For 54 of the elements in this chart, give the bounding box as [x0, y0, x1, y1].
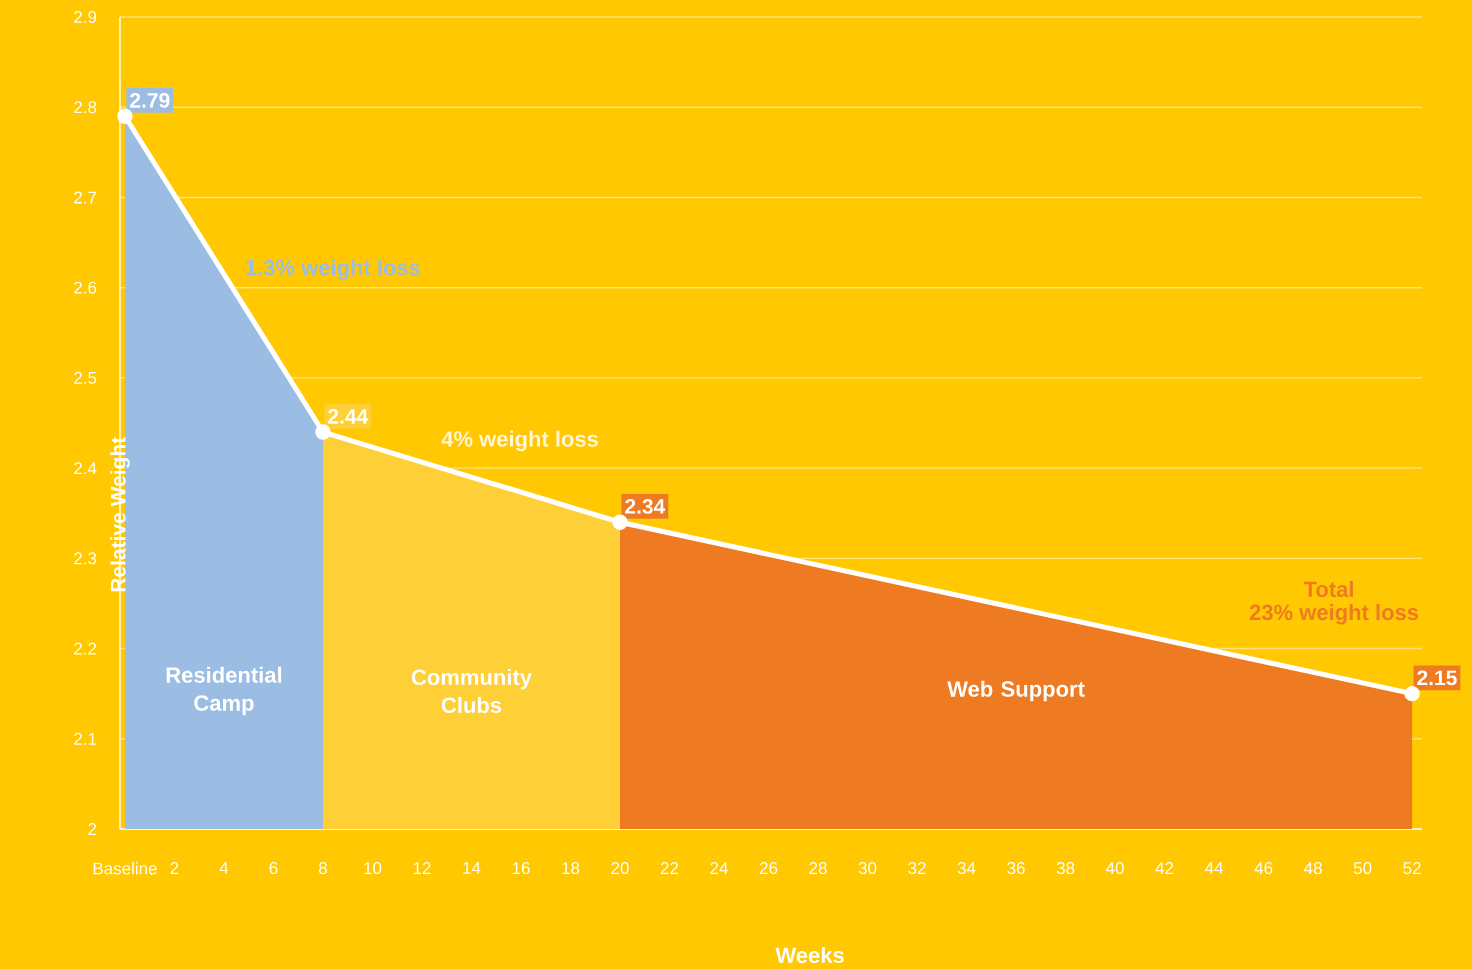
x-tick-label: 34 [957, 862, 976, 875]
x-tick-label: 26 [759, 862, 778, 875]
x-tick-label: 52 [1403, 862, 1421, 875]
data-label: 2.34 [625, 498, 666, 514]
data-label: 2.15 [1417, 670, 1457, 686]
x-tick-label: 10 [364, 862, 382, 875]
x-tick-label: 20 [611, 862, 629, 875]
annotation: 1.3% weight loss [246, 259, 421, 280]
x-axis-title: Weeks [775, 946, 844, 964]
point [117, 108, 133, 124]
annotation: 4% weight loss [441, 430, 599, 452]
x-tick-label: 6 [269, 862, 278, 875]
x-tick-label: 38 [1056, 862, 1075, 875]
x-tick-label: 32 [908, 862, 926, 875]
x-tick-label: 36 [1007, 862, 1025, 875]
x-tick-label: 28 [809, 862, 827, 875]
x-tick-label: 2 [170, 862, 179, 874]
x-tick-label: 14 [463, 862, 481, 874]
x-tick-label: 42 [1155, 862, 1174, 874]
y-tick-label: 2.2 [74, 642, 97, 655]
x-tick-label: 4 [219, 862, 229, 874]
data-label: 2.79 [130, 93, 170, 108]
x-tick-label: 30 [858, 862, 877, 875]
y-tick-label: 2.6 [74, 281, 97, 294]
y-tick-label: 2.4 [74, 462, 97, 475]
series-label: Residential Camp [166, 666, 282, 716]
y-tick-label: 2.8 [74, 101, 97, 114]
point [612, 514, 628, 530]
point [1404, 685, 1420, 702]
y-tick-label: 2.9 [74, 10, 97, 24]
y-axis-title: Relative Weight [110, 437, 130, 592]
series-label: Web Support [947, 680, 1085, 702]
annotation: 23% weight loss [1249, 604, 1419, 625]
y-tick-label: 2.3 [74, 552, 97, 565]
x-tick-label: 24 [710, 862, 728, 874]
x-tick-label: 44 [1205, 862, 1224, 874]
x-tick-label: 46 [1254, 862, 1273, 875]
x-tick-label: 16 [512, 862, 530, 875]
x-tick-label: 50 [1353, 862, 1372, 875]
y-tick-label: 2.5 [74, 371, 97, 384]
x-tick-label: 40 [1105, 862, 1124, 875]
annotation: Total [1303, 580, 1353, 598]
y-tick-label: 2 [88, 823, 97, 835]
y-tick-label: 2.1 [74, 732, 97, 745]
x-tick-label: 48 [1304, 862, 1322, 875]
x-tick-label: 12 [413, 862, 431, 874]
series-label: Community Clubs [411, 668, 532, 714]
point [315, 424, 331, 440]
x-tick-label: Baseline [93, 862, 157, 875]
y-tick-label: 2.7 [74, 191, 97, 204]
data-label: 2.44 [328, 408, 369, 424]
x-tick-label: 18 [562, 862, 580, 875]
x-tick-label: 8 [319, 862, 327, 875]
x-tick-label: 22 [660, 862, 679, 874]
